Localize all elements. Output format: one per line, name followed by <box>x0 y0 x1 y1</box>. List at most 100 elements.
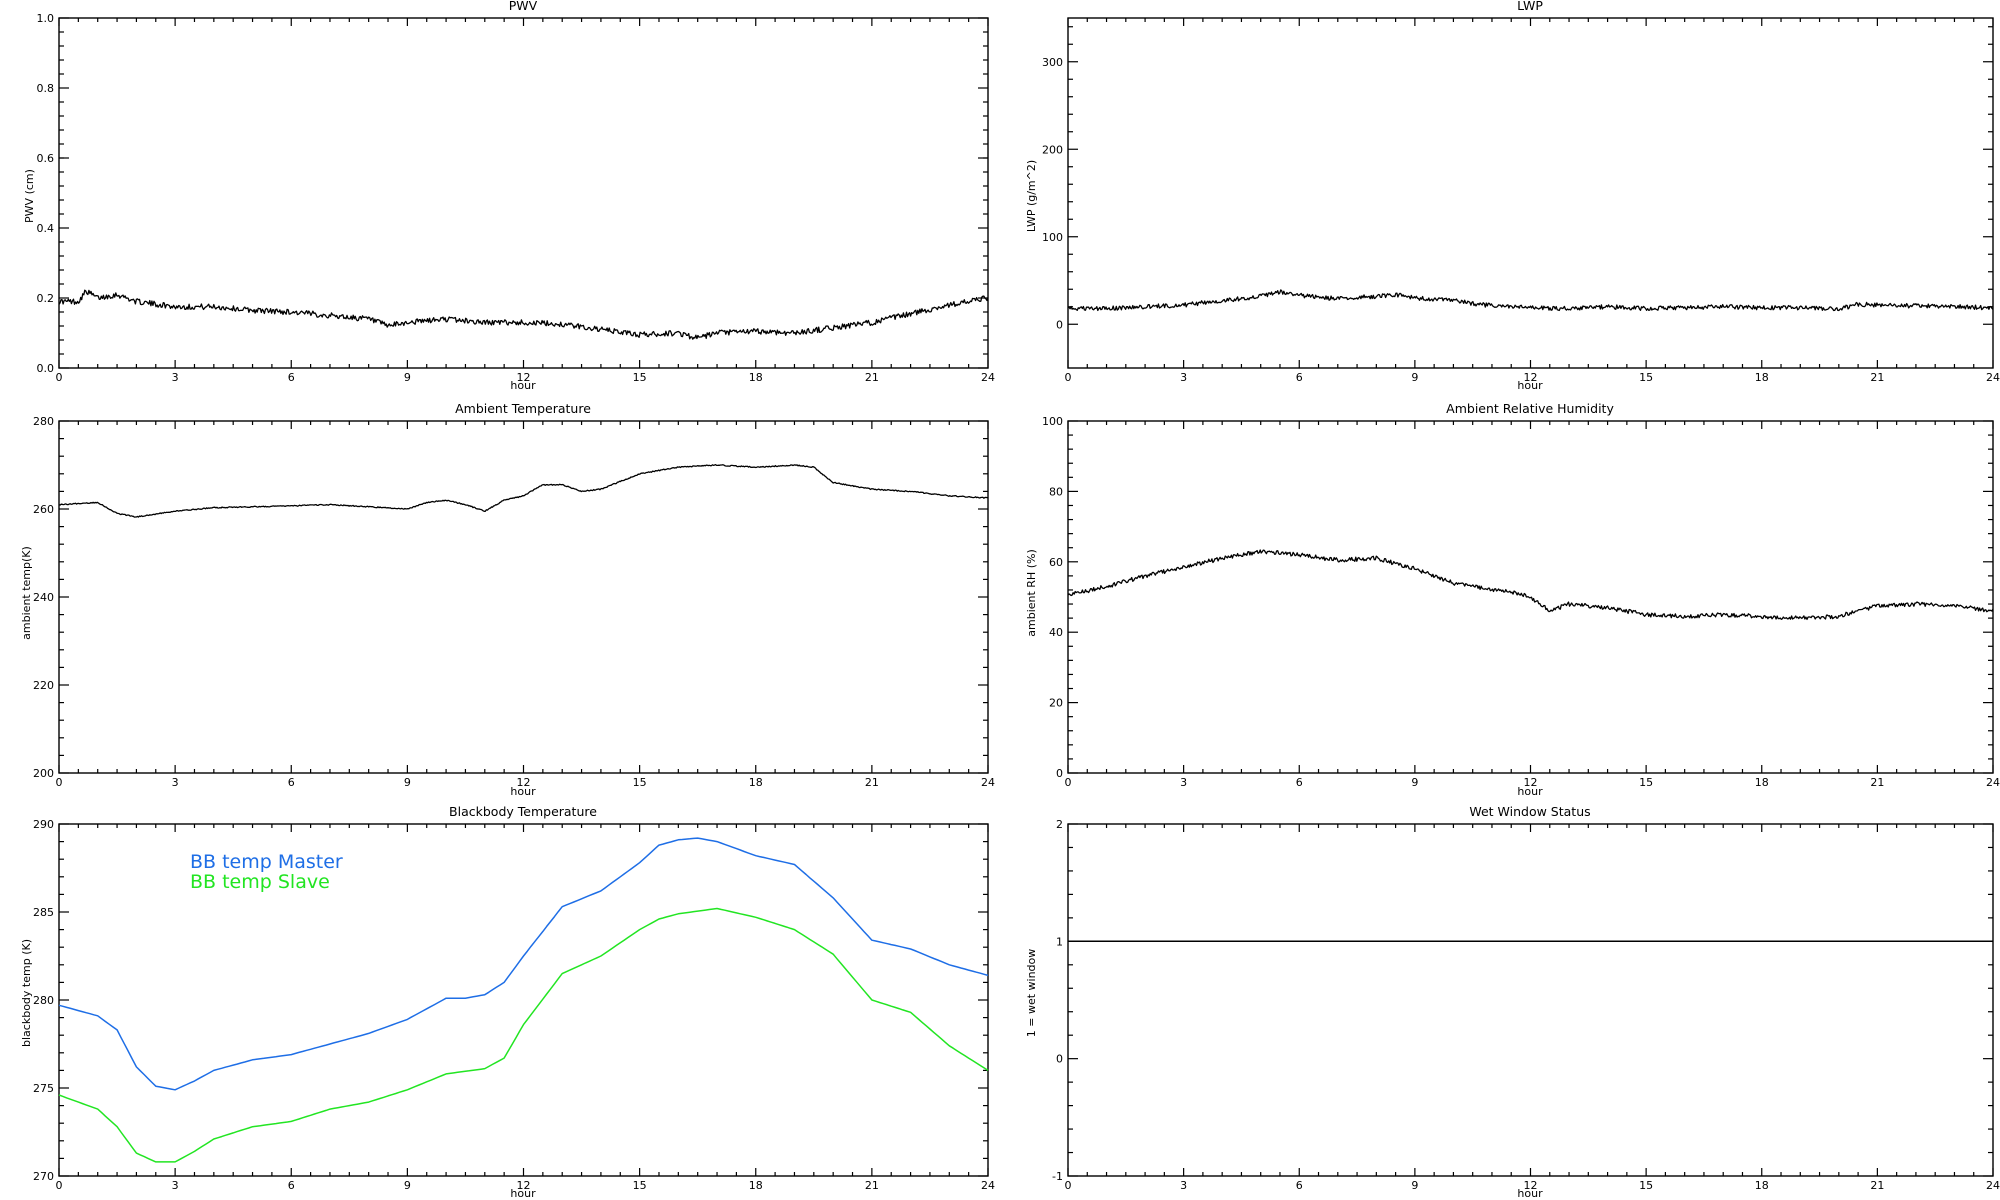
plot-bb: 0 3 6 9 12 15 18 21 24 270 275 280 285 290 <box>33 818 995 1192</box>
x-tick-label: 21 <box>865 776 879 789</box>
x-tick-label: 0 <box>56 371 63 384</box>
plot-lwp: 0 3 6 9 12 15 18 21 24 0 100 200 300 <box>1042 17 2000 384</box>
y-tick-label: -1 <box>1052 1170 1063 1183</box>
x-tick-label: 6 <box>288 371 295 384</box>
y-tick-label: 0 <box>1056 767 1063 780</box>
x-tick-label: 12 <box>517 776 531 789</box>
x-tick-label: 21 <box>1870 776 1884 789</box>
x-tick-label: 12 <box>1524 371 1538 384</box>
panel-title-temp: Ambient Temperature <box>455 401 591 416</box>
panel-wet-window-status: Wet Window Status hour 1 = wet window <box>1025 804 1591 1200</box>
y-tick-label: 270 <box>33 1170 54 1183</box>
plot-frame-wet <box>1067 823 1994 1177</box>
y-axis-title-temp: ambient temp(K) <box>20 546 33 640</box>
x-tick-label: 0 <box>56 776 63 789</box>
x-axis-title-rh: hour <box>1517 785 1543 798</box>
panel-title-pwv: PWV <box>509 0 538 13</box>
x-tick-label: 24 <box>1986 371 2000 384</box>
plot-frame-lwp <box>1067 17 1994 369</box>
y-axis-title-rh: ambient RH (%) <box>1025 549 1038 637</box>
y-axis-title-bb: blackbody temp (K) <box>20 939 33 1047</box>
x-tick-label: 24 <box>981 1179 995 1192</box>
plot-pwv: 0 3 6 9 12 15 18 21 24 0.0 0.2 0.4 0.6 0.8 1.0 <box>37 12 996 384</box>
panel-ambient-temperature: Ambient Temperature hour ambient temp(K) <box>20 401 591 798</box>
y-tick-label: 200 <box>1042 143 1063 156</box>
x-tick-label: 15 <box>1639 776 1653 789</box>
panel-pwv: PWV hour PWV (cm) <box>23 0 538 392</box>
y-tick-label: 0.4 <box>37 222 55 235</box>
x-tick-label: 3 <box>1180 1179 1187 1192</box>
x-tick-label: 21 <box>865 1179 879 1192</box>
x-tick-label: 15 <box>1639 371 1653 384</box>
x-tick-label: 15 <box>633 1179 647 1192</box>
y-tick-label: 285 <box>33 906 54 919</box>
series-line-bb-bb-temp-slave <box>58 907 989 1163</box>
y-tick-label: 240 <box>33 591 54 604</box>
plot-frame-temp <box>58 420 989 774</box>
x-tick-label: 3 <box>1180 776 1187 789</box>
y-tick-label: 0.2 <box>37 292 55 305</box>
y-tick-label: 1.0 <box>37 12 55 25</box>
x-tick-label: 6 <box>1296 371 1303 384</box>
x-tick-label: 3 <box>172 776 179 789</box>
x-tick-label: 3 <box>172 1179 179 1192</box>
y-tick-label: 275 <box>33 1082 54 1095</box>
x-tick-label: 9 <box>1411 776 1418 789</box>
y-tick-label: 0 <box>1056 318 1063 331</box>
x-tick-label: 0 <box>1065 1179 1072 1192</box>
x-tick-label: 18 <box>749 1179 763 1192</box>
x-tick-label: 6 <box>1296 776 1303 789</box>
x-tick-label: 6 <box>288 776 295 789</box>
panel-title-wet: Wet Window Status <box>1469 804 1590 819</box>
x-tick-label: 9 <box>404 371 411 384</box>
y-tick-label: 40 <box>1049 626 1063 639</box>
x-axis-title-pwv: hour <box>510 379 536 392</box>
y-tick-label: 60 <box>1049 556 1063 569</box>
y-axis-title-lwp: LWP (g/m^2) <box>1025 160 1038 232</box>
x-tick-label: 12 <box>1524 1179 1538 1192</box>
series-line-lwp <box>1067 289 1994 312</box>
y-tick-label: 1 <box>1056 935 1063 948</box>
x-tick-label: 12 <box>517 1179 531 1192</box>
x-tick-label: 9 <box>404 776 411 789</box>
x-tick-label: 18 <box>749 371 763 384</box>
y-tick-label: 0 <box>1056 1053 1063 1066</box>
y-tick-label: 0.8 <box>37 82 55 95</box>
x-tick-label: 0 <box>56 1179 63 1192</box>
x-tick-label: 24 <box>1986 776 2000 789</box>
x-axis-title-temp: hour <box>510 785 536 798</box>
x-tick-label: 9 <box>1411 371 1418 384</box>
legend-bb-slave: BB temp Slave <box>190 871 330 893</box>
y-tick-label: 290 <box>33 818 54 831</box>
y-tick-label: 220 <box>33 679 54 692</box>
y-tick-label: 300 <box>1042 56 1063 69</box>
x-tick-label: 15 <box>633 371 647 384</box>
x-tick-label: 21 <box>865 371 879 384</box>
x-tick-label: 9 <box>404 1179 411 1192</box>
plot-frame-pwv <box>58 17 989 369</box>
y-tick-label: 80 <box>1049 485 1063 498</box>
y-axis-title-pwv: PWV (cm) <box>23 169 36 223</box>
y-tick-label: 0.0 <box>37 362 55 375</box>
panel-relative-humidity: Ambient Relative Humidity hour ambient R… <box>1025 401 1614 798</box>
series-line-bb-bb-temp-master <box>58 837 989 1091</box>
x-tick-label: 18 <box>1755 1179 1769 1192</box>
x-tick-label: 6 <box>1296 1179 1303 1192</box>
y-tick-label: 100 <box>1042 231 1063 244</box>
panel-title-lwp: LWP <box>1517 0 1543 13</box>
series-line-temp <box>58 463 988 518</box>
x-tick-label: 18 <box>1755 371 1769 384</box>
y-tick-label: 0.6 <box>37 152 55 165</box>
x-tick-label: 0 <box>1065 371 1072 384</box>
x-tick-label: 24 <box>1986 1179 2000 1192</box>
x-tick-label: 12 <box>517 371 531 384</box>
plot-temp: 0 3 6 9 12 15 18 21 24 200 220 240 260 280 <box>33 415 995 789</box>
y-tick-label: 260 <box>33 503 54 516</box>
y-tick-label: 20 <box>1049 697 1063 710</box>
x-tick-label: 24 <box>981 371 995 384</box>
series-line-rh <box>1067 549 1994 621</box>
y-tick-label: 280 <box>33 415 54 428</box>
x-axis-title-wet: hour <box>1517 1187 1543 1200</box>
